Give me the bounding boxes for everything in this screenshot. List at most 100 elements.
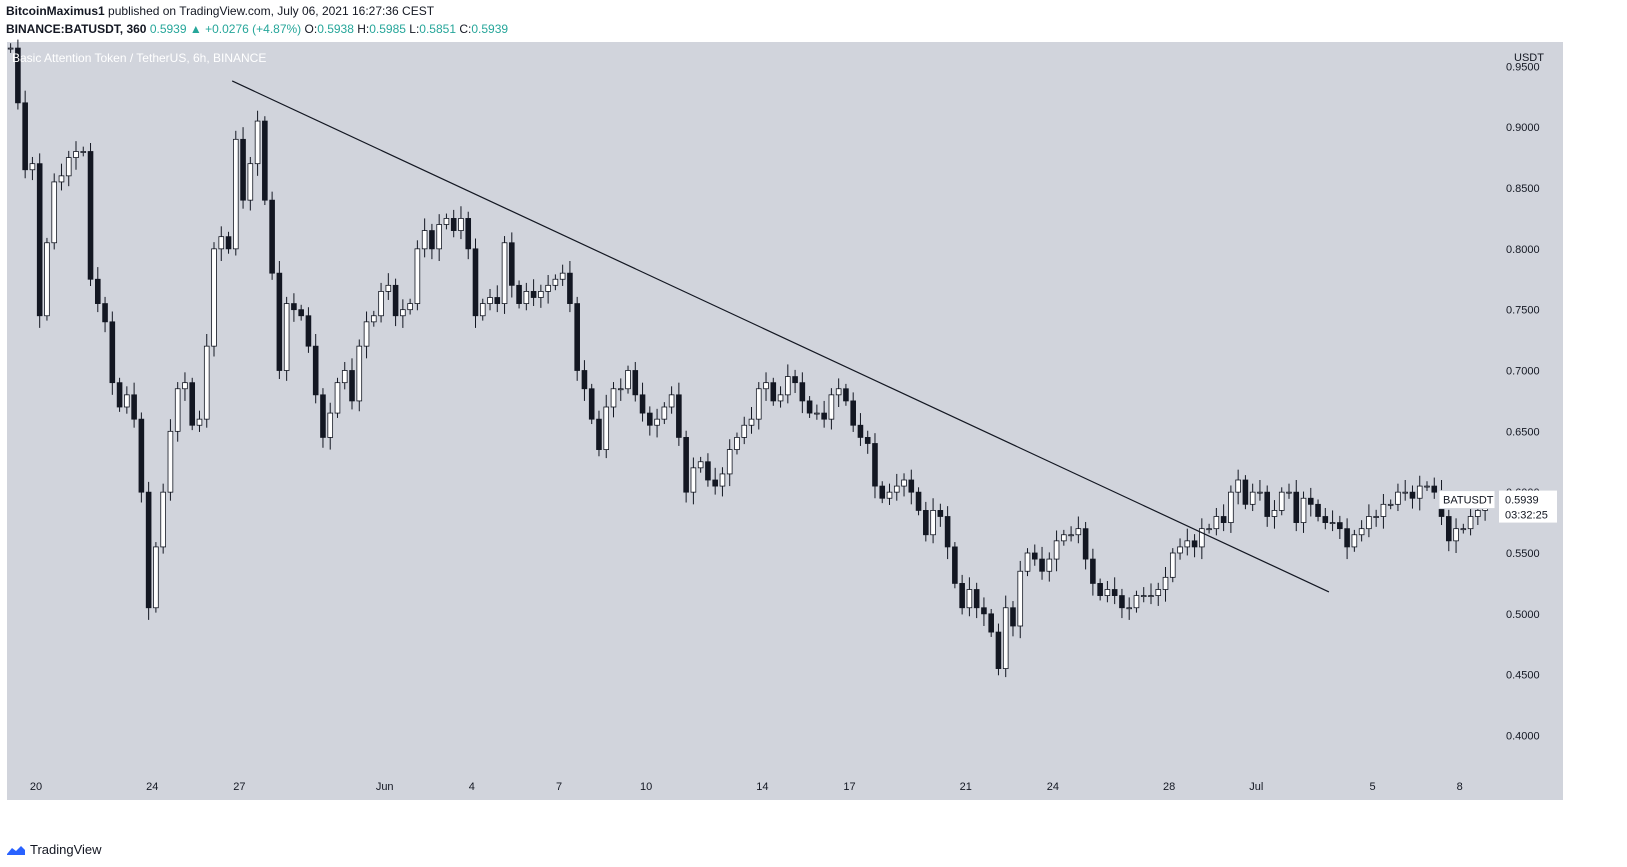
- candle: [1366, 504, 1372, 538]
- candle-body: [1090, 558, 1096, 584]
- candle-body: [864, 437, 871, 444]
- candle-body: [886, 491, 893, 499]
- candle: [429, 223, 435, 260]
- candle-body: [1380, 503, 1387, 517]
- candle-body: [356, 345, 363, 402]
- candle: [864, 430, 871, 454]
- y-tick-label: 0.4500: [1506, 670, 1540, 682]
- candle-body: [334, 382, 341, 414]
- symbol-label[interactable]: BINANCE:BATUSDT, 360: [6, 22, 147, 36]
- candle-body: [799, 382, 806, 402]
- candle-body: [1366, 516, 1372, 530]
- candle-body: [915, 491, 922, 511]
- candle-body: [1271, 510, 1278, 517]
- candle-body: [1133, 595, 1140, 609]
- candle-body: [1039, 558, 1045, 572]
- time-axis[interactable]: [7, 772, 1563, 800]
- candle: [981, 597, 987, 626]
- candle: [80, 146, 87, 157]
- candle: [262, 116, 268, 206]
- candle: [15, 39, 21, 110]
- y-tick-label: 0.8500: [1506, 183, 1540, 195]
- candle: [1104, 580, 1111, 603]
- candle-body: [1097, 583, 1103, 596]
- candle: [1416, 475, 1423, 511]
- candle: [124, 386, 130, 414]
- candle: [305, 307, 312, 353]
- candle-body: [1213, 516, 1220, 530]
- candle: [639, 382, 646, 422]
- candle-body: [567, 272, 573, 304]
- candle-body: [1286, 491, 1292, 494]
- candle: [1300, 491, 1307, 533]
- candle: [203, 334, 210, 428]
- candle: [189, 377, 196, 431]
- candle-body: [1155, 589, 1162, 596]
- candle: [218, 226, 225, 261]
- high-value: 0.5985: [369, 22, 406, 36]
- candle: [843, 383, 849, 406]
- candle: [1351, 529, 1358, 552]
- x-tick-label: 24: [146, 781, 158, 793]
- candle-body: [1278, 491, 1285, 511]
- close-label: C:: [459, 22, 472, 36]
- candle: [247, 156, 254, 211]
- candle: [94, 267, 101, 313]
- candle-body: [189, 382, 196, 426]
- low-value: 0.5851: [419, 22, 456, 36]
- candle-body: [1031, 552, 1038, 560]
- candle-body: [755, 388, 762, 420]
- price-tag-countdown: 03:32:25: [1505, 510, 1548, 522]
- candle-body: [211, 248, 217, 347]
- candle-body: [196, 418, 203, 426]
- trendline[interactable]: [231, 80, 1330, 593]
- x-tick-label: 14: [756, 781, 768, 793]
- candle: [1111, 577, 1118, 605]
- price-chart[interactable]: Basic Attention Token / TetherUS, 6h, BI…: [0, 0, 1627, 840]
- low-label: L:: [409, 22, 420, 36]
- candle-body: [625, 370, 631, 390]
- candle-body: [1191, 540, 1198, 548]
- candle: [1097, 578, 1103, 601]
- candle-body: [857, 424, 864, 438]
- candle-body: [1409, 491, 1416, 499]
- candle-body: [1249, 491, 1256, 505]
- publisher-name[interactable]: BitcoinMaximus1: [6, 4, 105, 18]
- candle: [160, 483, 166, 554]
- candle: [814, 404, 820, 420]
- candle: [87, 142, 94, 286]
- candle: [378, 282, 384, 323]
- y-tick-label: 0.9500: [1506, 61, 1540, 73]
- candle-body: [1177, 546, 1183, 554]
- candle: [1271, 500, 1278, 529]
- candle: [1242, 475, 1249, 510]
- candle-body: [719, 473, 726, 487]
- ohlc-line: BINANCE:BATUSDT, 360 0.5939 ▲ +0.0276 (+…: [6, 22, 508, 36]
- candle-body: [109, 321, 116, 384]
- candle: [153, 542, 159, 613]
- candle-body: [1024, 552, 1031, 572]
- price-tag: BATUSDT 0.5939 03:32:25: [1438, 490, 1557, 523]
- candle-body: [479, 303, 486, 317]
- candle: [973, 582, 980, 619]
- candle: [799, 372, 806, 414]
- candle-body: [400, 309, 406, 317]
- candle-body: [429, 230, 435, 250]
- candle-body: [44, 242, 50, 317]
- candle-body: [952, 546, 958, 584]
- x-tick-labels: 20 24 27 Jun 4 7 10 14 17 21 24 28 Jul 5 8: [30, 781, 1463, 793]
- candle-body: [363, 321, 370, 347]
- candle: [574, 296, 580, 381]
- candle-body: [458, 218, 464, 231]
- candle: [1031, 544, 1038, 566]
- tradingview-logo-icon: [7, 845, 25, 855]
- candle-body: [160, 491, 166, 548]
- price-axis[interactable]: [1496, 42, 1563, 772]
- x-tick-label: 4: [469, 781, 475, 793]
- candle: [487, 288, 493, 311]
- candle: [138, 412, 145, 503]
- footer-brand[interactable]: TradingView: [30, 842, 102, 857]
- candle-body: [1293, 491, 1300, 523]
- candle-body: [1315, 503, 1321, 517]
- candle-body: [610, 388, 617, 408]
